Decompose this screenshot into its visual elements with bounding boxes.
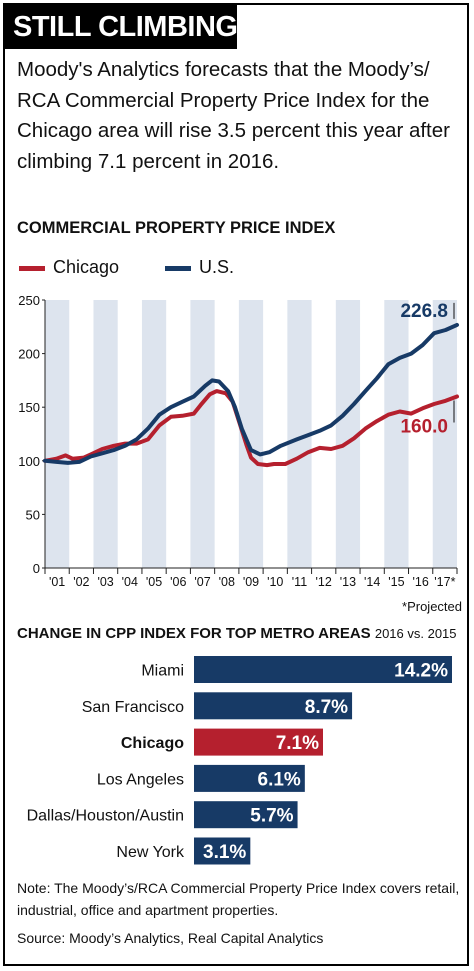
x-tick-label: '17*	[434, 575, 455, 589]
x-tick-label: '13	[340, 575, 356, 589]
x-tick-label: '05	[146, 575, 162, 589]
x-tick-label: '06	[170, 575, 186, 589]
infographic-frame: STILL CLIMBING Moody's Analytics forecas…	[3, 3, 469, 966]
y-tick-label: 150	[18, 400, 40, 415]
y-tick-label: 200	[18, 347, 40, 362]
x-tick-label: '11	[292, 575, 307, 589]
bar	[194, 656, 452, 683]
line-chart-title: COMMERCIAL PROPERTY PRICE INDEX	[17, 219, 336, 237]
legend-us-label: U.S.	[199, 257, 235, 277]
x-tick-label: '02	[73, 575, 89, 589]
bar-value-label: 5.7%	[250, 806, 293, 827]
legend-chicago-swatch	[19, 266, 45, 271]
bar	[194, 764, 305, 792]
banner-title: STILL CLIMBING	[13, 11, 238, 43]
legend-us-swatch	[165, 266, 191, 271]
bar-value-label: 6.1%	[258, 769, 301, 790]
x-tick-label: '09	[243, 575, 259, 589]
bar-category-label: Miami	[141, 663, 184, 680]
y-tick-label: 0	[33, 561, 40, 576]
x-tick-label: '10	[267, 575, 283, 589]
x-tick-label: '04	[122, 575, 138, 589]
bar-value-label: 7.1%	[276, 733, 319, 754]
bar-category-label: Chicago	[121, 735, 184, 752]
intro-text: Moody's Analytics forecasts that the Moo…	[17, 58, 450, 173]
x-tick-label: '15	[388, 575, 404, 589]
x-tick-label: '12	[316, 575, 332, 589]
year-stripe	[93, 300, 118, 568]
bar-value-label: 8.7%	[305, 697, 348, 718]
bar	[194, 837, 251, 865]
y-tick-label: 100	[18, 454, 40, 469]
bar	[194, 801, 298, 829]
end-label-chicago: 160.0	[400, 416, 448, 437]
end-label-us: 226.8	[400, 301, 448, 322]
bar	[194, 728, 323, 756]
bar-category-label: New York	[116, 844, 185, 861]
bar-chart-subtitle: 2016 vs. 2015	[374, 626, 457, 641]
banner: STILL CLIMBING	[5, 5, 238, 49]
note-text: Note: The Moody’s/RCA Commercial Propert…	[17, 880, 460, 918]
bar-category-label: Dallas/Houston/Austin	[27, 808, 184, 825]
x-tick-label: '03	[97, 575, 113, 589]
x-tick-label: '01	[49, 575, 65, 589]
year-stripe	[45, 300, 70, 568]
source-text: Source: Moody’s Analytics, Real Capital …	[17, 930, 324, 946]
bar-chart: Miami 14.2% San Francisco 8.7% Chicago 7.1% Lo…	[27, 656, 452, 865]
y-tick-label: 50	[26, 507, 40, 522]
bar-category-label: Los Angeles	[97, 771, 184, 788]
x-tick-label: '16	[412, 575, 428, 589]
y-tick-label: 250	[18, 293, 40, 308]
x-tick-label: '08	[219, 575, 235, 589]
bar-category-label: San Francisco	[82, 699, 184, 716]
bar-value-label: 14.2%	[394, 661, 448, 682]
series-line-us	[43, 322, 459, 465]
bar-chart-title: CHANGE IN CPP INDEX FOR TOP METRO AREAS …	[17, 625, 457, 642]
projected-footnote: *Projected	[402, 599, 462, 614]
legend-chicago-label: Chicago	[53, 257, 120, 277]
legend-us: U.S.	[165, 257, 265, 281]
year-stripe	[432, 300, 457, 568]
x-tick-label: '14	[364, 575, 380, 589]
legend-chicago: Chicago	[19, 257, 159, 281]
year-stripe	[384, 300, 409, 568]
year-stripe	[190, 300, 215, 568]
bar-chart-title-text: CHANGE IN CPP INDEX FOR TOP METRO AREAS	[17, 625, 371, 642]
bar	[194, 692, 353, 720]
x-tick-label: '07	[194, 575, 210, 589]
bar-value-label: 3.1%	[203, 842, 246, 863]
line-chart: '01 '02 '03 '04 '05 '06 '07 '08 '09 '10 '11 '12 '13 '…	[18, 293, 462, 614]
